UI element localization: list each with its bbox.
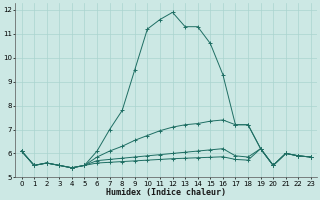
X-axis label: Humidex (Indice chaleur): Humidex (Indice chaleur): [106, 188, 226, 197]
